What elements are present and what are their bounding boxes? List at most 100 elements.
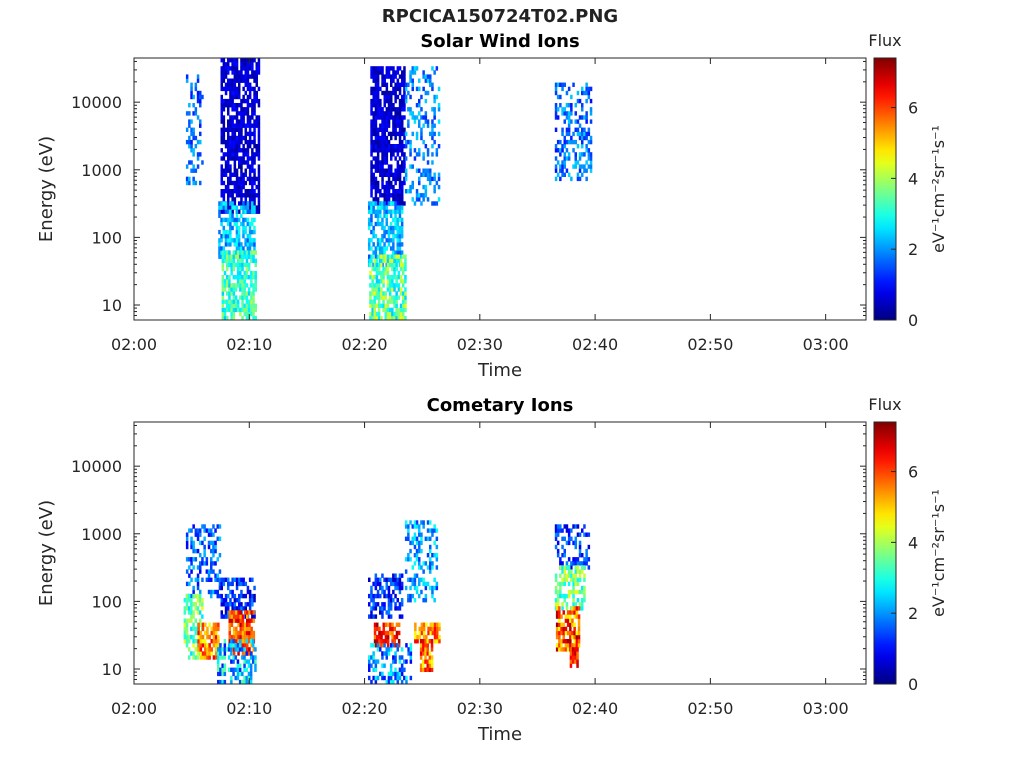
data-cell <box>369 299 372 304</box>
data-cell <box>395 630 399 636</box>
data-cell <box>244 197 247 202</box>
data-cell <box>231 135 234 141</box>
data-cell <box>229 115 232 120</box>
data-cell <box>237 622 240 627</box>
data-cell <box>385 205 388 210</box>
data-cell <box>235 246 239 251</box>
data-cell <box>198 618 202 623</box>
data-cell <box>240 139 243 145</box>
data-cell <box>418 565 421 570</box>
data-cell <box>392 679 395 685</box>
colorbar-title: Flux <box>868 31 901 50</box>
data-cell <box>392 70 395 75</box>
data-cell <box>248 622 251 627</box>
data-cell <box>185 618 189 623</box>
data-cell <box>397 630 401 636</box>
data-cell <box>374 250 378 255</box>
data-cell <box>574 164 577 169</box>
data-cell <box>391 287 394 292</box>
data-cell <box>385 119 389 124</box>
data-cell <box>560 643 563 648</box>
data-cell <box>571 643 574 648</box>
data-cell <box>210 561 213 566</box>
data-cell <box>407 90 410 96</box>
data-cell <box>227 189 230 194</box>
data-cell <box>570 139 573 145</box>
data-cell <box>404 295 407 300</box>
data-cell <box>394 602 397 607</box>
data-cell <box>429 528 432 533</box>
data-cell <box>192 168 195 173</box>
data-cell <box>257 123 261 128</box>
data-cell <box>374 593 378 599</box>
data-cell <box>569 610 572 615</box>
data-cell <box>383 148 386 153</box>
data-cell <box>407 139 410 145</box>
data-cell <box>201 577 204 582</box>
data-cell <box>246 115 250 120</box>
x-tick-label: 02:20 <box>341 335 387 354</box>
data-cell <box>407 553 410 558</box>
data-cell <box>559 557 562 562</box>
data-cell <box>223 287 227 292</box>
data-cell <box>426 148 430 153</box>
data-cell <box>246 74 250 79</box>
data-cell <box>253 176 256 182</box>
data-cell <box>437 107 441 112</box>
data-cell <box>190 528 193 533</box>
data-cell <box>236 647 240 652</box>
data-cell <box>372 98 375 104</box>
data-cell <box>199 639 203 644</box>
data-cell <box>411 540 414 546</box>
data-cell <box>426 651 429 656</box>
data-cell <box>242 172 245 177</box>
data-cell <box>418 593 421 599</box>
data-cell <box>581 553 584 558</box>
data-cell <box>574 536 577 541</box>
data-cell <box>415 585 419 591</box>
data-cell <box>218 577 222 582</box>
data-cell <box>572 577 575 582</box>
data-cell <box>255 74 258 79</box>
data-cell <box>250 643 253 648</box>
data-cell <box>192 651 195 656</box>
data-cell <box>235 209 239 214</box>
data-cell <box>424 561 428 566</box>
data-cell <box>199 643 203 648</box>
data-cell <box>561 577 564 582</box>
data-cell <box>561 544 564 550</box>
data-cell <box>411 180 414 186</box>
data-cell <box>238 176 241 182</box>
data-cell <box>242 156 245 161</box>
data-cell <box>393 634 396 640</box>
data-cell <box>382 639 385 644</box>
data-cell <box>556 548 560 554</box>
data-cell <box>420 201 423 206</box>
data-cell <box>244 205 247 210</box>
data-cell <box>559 168 562 173</box>
data-cell <box>222 168 226 173</box>
data-cell <box>196 593 200 599</box>
data-cell <box>206 630 209 636</box>
data-cell <box>386 630 390 636</box>
data-cell <box>422 184 425 190</box>
data-cell <box>387 184 391 190</box>
data-cell <box>372 139 375 145</box>
data-cell <box>578 540 582 546</box>
data-cell <box>398 671 402 677</box>
data-cell <box>220 127 223 132</box>
data-cell <box>372 205 375 210</box>
data-cell <box>575 606 579 611</box>
data-cell <box>413 577 417 582</box>
data-cell <box>257 144 261 149</box>
data-cell <box>239 626 242 632</box>
data-cell <box>559 524 562 529</box>
data-cell <box>437 103 441 108</box>
data-cell <box>420 172 423 177</box>
data-cell <box>424 585 428 591</box>
data-cell <box>581 164 584 169</box>
data-cell <box>574 111 577 116</box>
data-cell <box>228 283 231 288</box>
data-cell <box>413 115 417 120</box>
data-cell <box>252 287 255 292</box>
